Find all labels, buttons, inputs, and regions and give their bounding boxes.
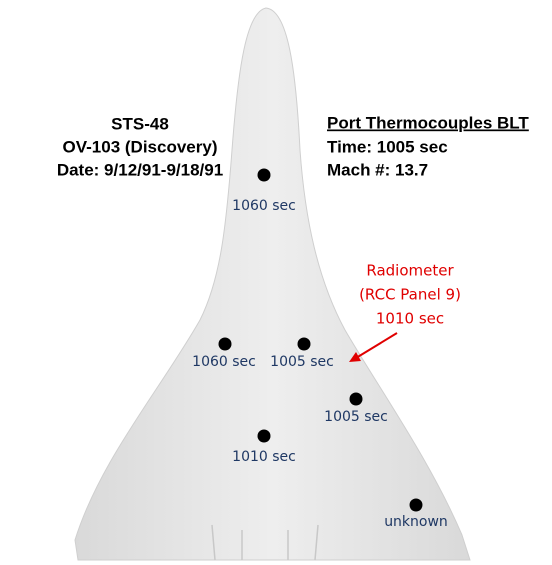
flight-title: Port Thermocouples BLT [327, 113, 529, 132]
flight-line: Mach #: 13.7 [327, 160, 428, 179]
mission-line: Date: 9/12/91-9/18/91 [57, 160, 223, 179]
mission-line: OV-103 (Discovery) [63, 137, 218, 156]
sensor-dot [349, 392, 363, 406]
radiometer-line: 1010 sec [376, 310, 444, 328]
sensor-label: 1005 sec [270, 354, 334, 370]
mission-line: STS-48 [111, 114, 169, 133]
sensor-dot [257, 168, 271, 182]
sensor-dot [297, 337, 311, 351]
sensor-label: 1060 sec [232, 198, 296, 214]
sensor-dot [218, 337, 232, 351]
sensor-label: 1010 sec [232, 449, 296, 465]
sensor-label: 1060 sec [192, 354, 256, 370]
sensor-dot [257, 429, 271, 443]
info-text: STS-48 OV-103 (Discovery) Date: 9/12/91-9/… [57, 113, 530, 327]
radiometer-line: (RCC Panel 9) [359, 286, 461, 304]
sensor-dot [409, 498, 423, 512]
flight-line: Time: 1005 sec [327, 137, 448, 156]
shuttle-silhouette [74, 7, 471, 561]
elevon-lines [211, 524, 319, 561]
sensor-label: unknown [384, 514, 448, 530]
sensor-label: 1005 sec [324, 409, 388, 425]
radiometer-line: Radiometer [366, 262, 454, 280]
arrow-head [349, 352, 361, 362]
sensors: 1060 sec 1060 sec 1005 sec 1005 sec 1010 sec… [192, 168, 448, 530]
radiometer-arrow [355, 332, 398, 359]
